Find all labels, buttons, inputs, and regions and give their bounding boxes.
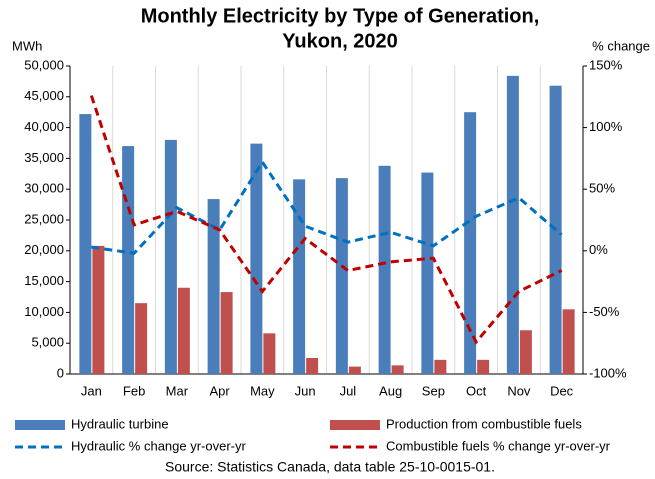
bar (391, 365, 404, 374)
legend-label: Hydraulic % change yr-over-yr (71, 438, 247, 453)
bar (378, 165, 391, 374)
chart-title: Yukon, 2020 (282, 30, 398, 52)
x-tick-label: May (250, 383, 275, 398)
legend-label: Production from combustible fuels (386, 416, 582, 431)
y-tick-label: 45,000 (24, 88, 64, 103)
bar (164, 139, 177, 374)
x-tick-label: Jul (340, 383, 357, 398)
legend-swatch (330, 420, 380, 430)
chart-title: Monthly Electricity by Type of Generatio… (141, 5, 540, 27)
x-tick-label: Mar (166, 383, 189, 398)
bar (135, 303, 148, 374)
legend-label: Hydraulic turbine (71, 416, 169, 431)
y-tick-label: 35,000 (24, 150, 64, 165)
y-tick-label: 5,000 (31, 335, 64, 350)
bar (335, 178, 348, 374)
x-tick-label: Aug (379, 383, 402, 398)
bar (562, 309, 575, 374)
y-tick-label: 20,000 (24, 242, 64, 257)
bar (348, 366, 361, 374)
line-series (91, 159, 563, 255)
y2-tick-label: -50% (589, 304, 620, 319)
y2-tick-label: 0% (589, 242, 608, 257)
y-tick-label: 15,000 (24, 273, 64, 288)
legend-swatch (15, 420, 65, 430)
y2-tick-label: -100% (589, 365, 627, 380)
y-tick-label: 50,000 (24, 57, 64, 72)
y-tick-label: 0 (57, 365, 64, 380)
y-axis-label: MWh (12, 38, 42, 53)
y2-tick-label: 100% (589, 119, 623, 134)
bar (506, 75, 519, 374)
bar (434, 359, 447, 374)
source: Source: Statistics Canada, data table 25… (165, 459, 495, 475)
x-tick-label: Jan (81, 383, 102, 398)
bar (293, 179, 306, 374)
bar (79, 114, 92, 374)
line-series (89, 95, 563, 345)
bar (250, 143, 263, 374)
y-tick-label: 10,000 (24, 304, 64, 319)
x-tick-label: Jun (295, 383, 316, 398)
bar (477, 359, 490, 374)
y2-tick-label: 150% (589, 57, 623, 72)
y2-axis-label: % change (592, 38, 650, 53)
y-tick-label: 40,000 (24, 119, 64, 134)
y-tick-label: 25,000 (24, 211, 64, 226)
x-tick-label: Dec (550, 383, 574, 398)
x-tick-label: Apr (210, 383, 231, 398)
bar (421, 172, 434, 374)
bar (220, 292, 233, 374)
bar (122, 146, 135, 374)
bar (306, 357, 319, 374)
legend-label: Combustible fuels % change yr-over-yr (386, 438, 611, 453)
bar (464, 112, 477, 374)
bar (177, 287, 190, 374)
bar (92, 245, 105, 374)
y2-tick-label: 50% (589, 181, 615, 196)
x-tick-label: Sep (422, 383, 445, 398)
x-tick-label: Nov (507, 383, 531, 398)
bar (207, 199, 220, 374)
y-tick-label: 30,000 (24, 181, 64, 196)
x-tick-label: Feb (123, 383, 145, 398)
bar (263, 333, 276, 374)
x-tick-label: Oct (466, 383, 487, 398)
bar (519, 330, 532, 374)
